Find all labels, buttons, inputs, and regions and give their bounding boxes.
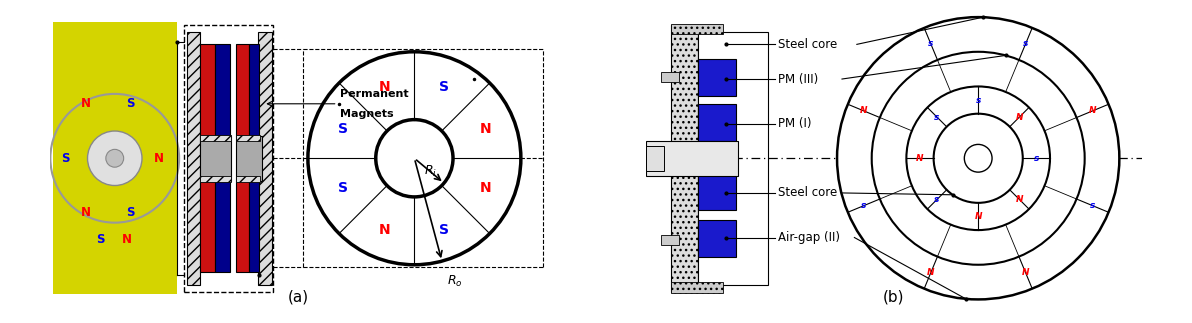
Text: N: N	[480, 181, 492, 195]
Bar	[200, 135, 231, 141]
Bar	[236, 176, 260, 182]
Bar	[662, 235, 678, 245]
Bar	[671, 24, 724, 35]
Text: s: s	[935, 113, 939, 122]
Text: N: N	[122, 234, 132, 246]
Text: S: S	[337, 121, 348, 136]
Bar	[671, 25, 699, 292]
Text: N: N	[379, 223, 391, 237]
Text: s: s	[1023, 39, 1029, 48]
Text: PM (I): PM (I)	[777, 117, 811, 130]
Text: Permanent: Permanent	[340, 89, 409, 99]
Text: S: S	[95, 234, 104, 246]
Text: Air-gap (II): Air-gap (II)	[777, 231, 839, 244]
Text: s: s	[935, 195, 939, 204]
Text: N: N	[81, 206, 91, 219]
Circle shape	[837, 17, 1119, 299]
Text: Steel core: Steel core	[777, 186, 837, 199]
Text: N: N	[81, 97, 91, 110]
Text: $R_i$: $R_i$	[424, 164, 437, 179]
Text: S: S	[126, 206, 135, 219]
Bar	[200, 181, 216, 272]
Text: N: N	[1022, 268, 1030, 277]
Bar	[699, 173, 735, 210]
Text: S: S	[439, 80, 449, 94]
Bar	[187, 32, 200, 285]
Text: $R_o$: $R_o$	[447, 274, 462, 289]
Text: N: N	[974, 212, 982, 221]
Text: N: N	[861, 106, 868, 115]
Bar	[671, 282, 724, 293]
Bar	[184, 25, 273, 292]
Text: (a): (a)	[287, 289, 309, 304]
Circle shape	[106, 149, 124, 167]
Circle shape	[375, 120, 453, 197]
Text: N: N	[927, 268, 935, 277]
Text: N: N	[154, 152, 164, 165]
Bar	[259, 32, 272, 285]
Bar	[249, 44, 259, 136]
Text: N: N	[1016, 113, 1023, 122]
Bar	[699, 104, 735, 141]
Text: Magnets: Magnets	[340, 109, 393, 119]
Text: S: S	[439, 223, 449, 237]
Text: s: s	[975, 96, 981, 105]
Text: N: N	[379, 80, 391, 94]
Bar	[236, 135, 260, 141]
Bar	[699, 220, 735, 257]
Text: S: S	[337, 181, 348, 195]
Bar	[236, 44, 249, 136]
Text: N: N	[480, 121, 492, 136]
Bar	[200, 136, 231, 181]
Circle shape	[933, 114, 1023, 203]
Bar	[646, 146, 664, 171]
Circle shape	[87, 131, 142, 185]
Circle shape	[906, 87, 1050, 230]
Text: N: N	[917, 154, 924, 163]
Bar	[216, 44, 230, 136]
Bar	[646, 141, 738, 176]
Circle shape	[964, 144, 992, 172]
Text: s: s	[1089, 201, 1095, 210]
Bar	[699, 32, 768, 285]
Circle shape	[871, 52, 1085, 265]
Bar	[249, 181, 259, 272]
Bar	[662, 72, 678, 81]
Bar	[200, 44, 216, 136]
Circle shape	[308, 52, 521, 265]
Bar	[699, 59, 735, 96]
Bar	[216, 181, 230, 272]
Text: s: s	[1033, 154, 1039, 163]
Bar	[236, 136, 262, 181]
Text: N: N	[1088, 106, 1097, 115]
Text: PM (III): PM (III)	[777, 73, 818, 86]
Bar	[200, 176, 231, 182]
Text: s: s	[861, 201, 867, 210]
Text: Steel core: Steel core	[777, 38, 837, 51]
Bar	[236, 181, 249, 272]
Text: S: S	[61, 152, 69, 165]
Text: S: S	[126, 97, 135, 110]
Text: (b): (b)	[883, 289, 905, 304]
Bar	[52, 22, 176, 295]
Text: N: N	[1016, 195, 1023, 204]
Text: s: s	[929, 39, 933, 48]
